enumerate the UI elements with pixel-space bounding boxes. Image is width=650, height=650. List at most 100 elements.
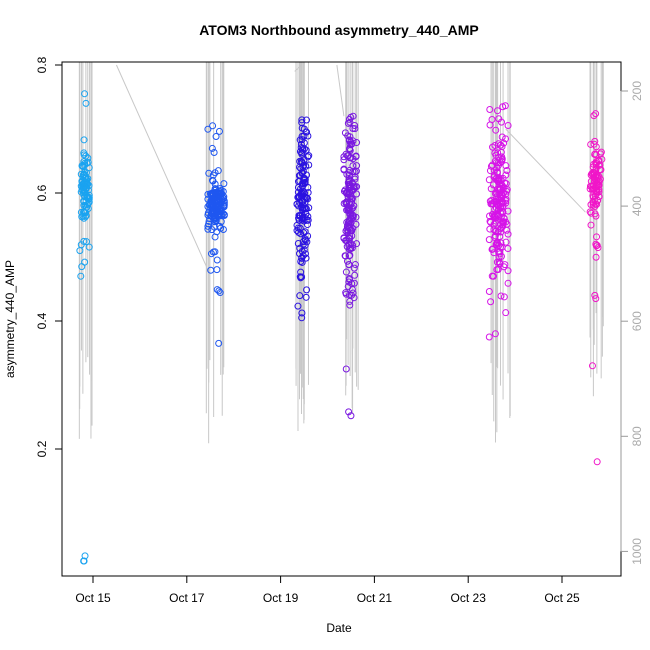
data-point <box>497 292 505 300</box>
data-point <box>342 365 350 373</box>
data-point <box>303 128 311 136</box>
data-point <box>303 221 311 229</box>
x-tick-label: Oct 19 <box>263 591 299 605</box>
data-point <box>504 279 512 287</box>
data-point <box>504 122 512 130</box>
y-axis-label: asymmetry_440_AMP <box>3 260 17 378</box>
data-point <box>497 193 505 201</box>
data-point <box>211 233 219 241</box>
data-point <box>204 190 212 198</box>
x-tick-label: Oct 25 <box>544 591 580 605</box>
data-point <box>343 223 351 231</box>
data-point <box>342 198 350 206</box>
data-point <box>345 408 353 416</box>
data-point <box>490 220 498 228</box>
data-point <box>492 175 500 183</box>
data-point <box>298 124 306 132</box>
data-point <box>299 144 307 152</box>
data-point <box>297 230 305 238</box>
data-point <box>344 132 352 140</box>
data-point <box>296 136 304 144</box>
data-point <box>346 301 354 309</box>
data-point <box>350 264 358 272</box>
data-point <box>294 183 302 191</box>
data-point <box>489 181 497 189</box>
data-point <box>345 169 353 177</box>
data-point <box>592 187 600 195</box>
x-axis-label: Date <box>326 621 352 635</box>
data-point <box>485 236 493 244</box>
data-point <box>353 240 361 248</box>
data-point <box>304 232 312 240</box>
data-point <box>502 197 510 205</box>
data-point <box>83 203 91 211</box>
data-point <box>212 210 220 218</box>
data-point <box>77 272 85 280</box>
data-point <box>215 287 223 295</box>
data-point <box>298 116 306 124</box>
data-point <box>593 241 601 249</box>
data-point <box>347 412 355 420</box>
data-point <box>82 169 90 177</box>
data-point <box>299 252 307 260</box>
data-point <box>591 210 599 218</box>
data-point <box>502 180 510 188</box>
data-point <box>298 247 306 255</box>
data-point <box>298 206 306 214</box>
data-point <box>349 289 357 297</box>
data-point <box>597 166 605 174</box>
data-point <box>348 244 356 252</box>
data-point <box>592 151 600 159</box>
data-point <box>346 232 354 240</box>
data-point <box>492 204 500 212</box>
data-point <box>85 243 93 251</box>
data-point <box>209 122 217 130</box>
y2-tick-label: 1000 <box>630 538 644 565</box>
data-point <box>297 202 305 210</box>
data-point <box>502 238 510 246</box>
y2-axis: 200 400 600 800 1000 <box>620 81 644 565</box>
data-point <box>492 126 500 134</box>
data-point <box>486 225 494 233</box>
data-point <box>212 192 220 200</box>
data-point <box>486 105 494 113</box>
data-point <box>298 169 306 177</box>
data-point <box>344 227 352 235</box>
data-point <box>341 252 349 260</box>
data-point <box>343 152 351 160</box>
transit-line <box>336 64 345 117</box>
data-point <box>204 225 212 233</box>
data-point <box>302 293 310 301</box>
data-point <box>352 152 360 160</box>
data-point <box>489 272 497 280</box>
data-point <box>211 223 219 231</box>
data-point <box>298 309 306 317</box>
data-point <box>303 194 311 202</box>
data-point <box>352 167 360 175</box>
data-point <box>294 239 302 247</box>
data-point <box>486 121 494 129</box>
data-point <box>485 287 493 295</box>
data-point <box>344 222 352 230</box>
data-point <box>79 212 87 220</box>
data-point <box>298 132 306 140</box>
data-point <box>296 292 304 300</box>
data-point <box>497 118 505 126</box>
data-point <box>344 206 352 214</box>
data-point <box>211 248 219 256</box>
data-point <box>210 148 218 156</box>
data-point <box>83 238 91 246</box>
data-point <box>499 174 507 182</box>
transit-line <box>505 128 586 213</box>
data-point <box>297 268 305 276</box>
data-point <box>76 247 84 255</box>
data-point <box>595 173 603 181</box>
x-tick-label: Oct 23 <box>451 591 487 605</box>
data-point <box>487 298 495 306</box>
data-point <box>502 162 510 170</box>
data-point <box>597 148 605 156</box>
data-point <box>213 193 221 201</box>
data-point <box>82 152 90 160</box>
data-point <box>78 263 86 271</box>
data-point <box>298 149 306 157</box>
